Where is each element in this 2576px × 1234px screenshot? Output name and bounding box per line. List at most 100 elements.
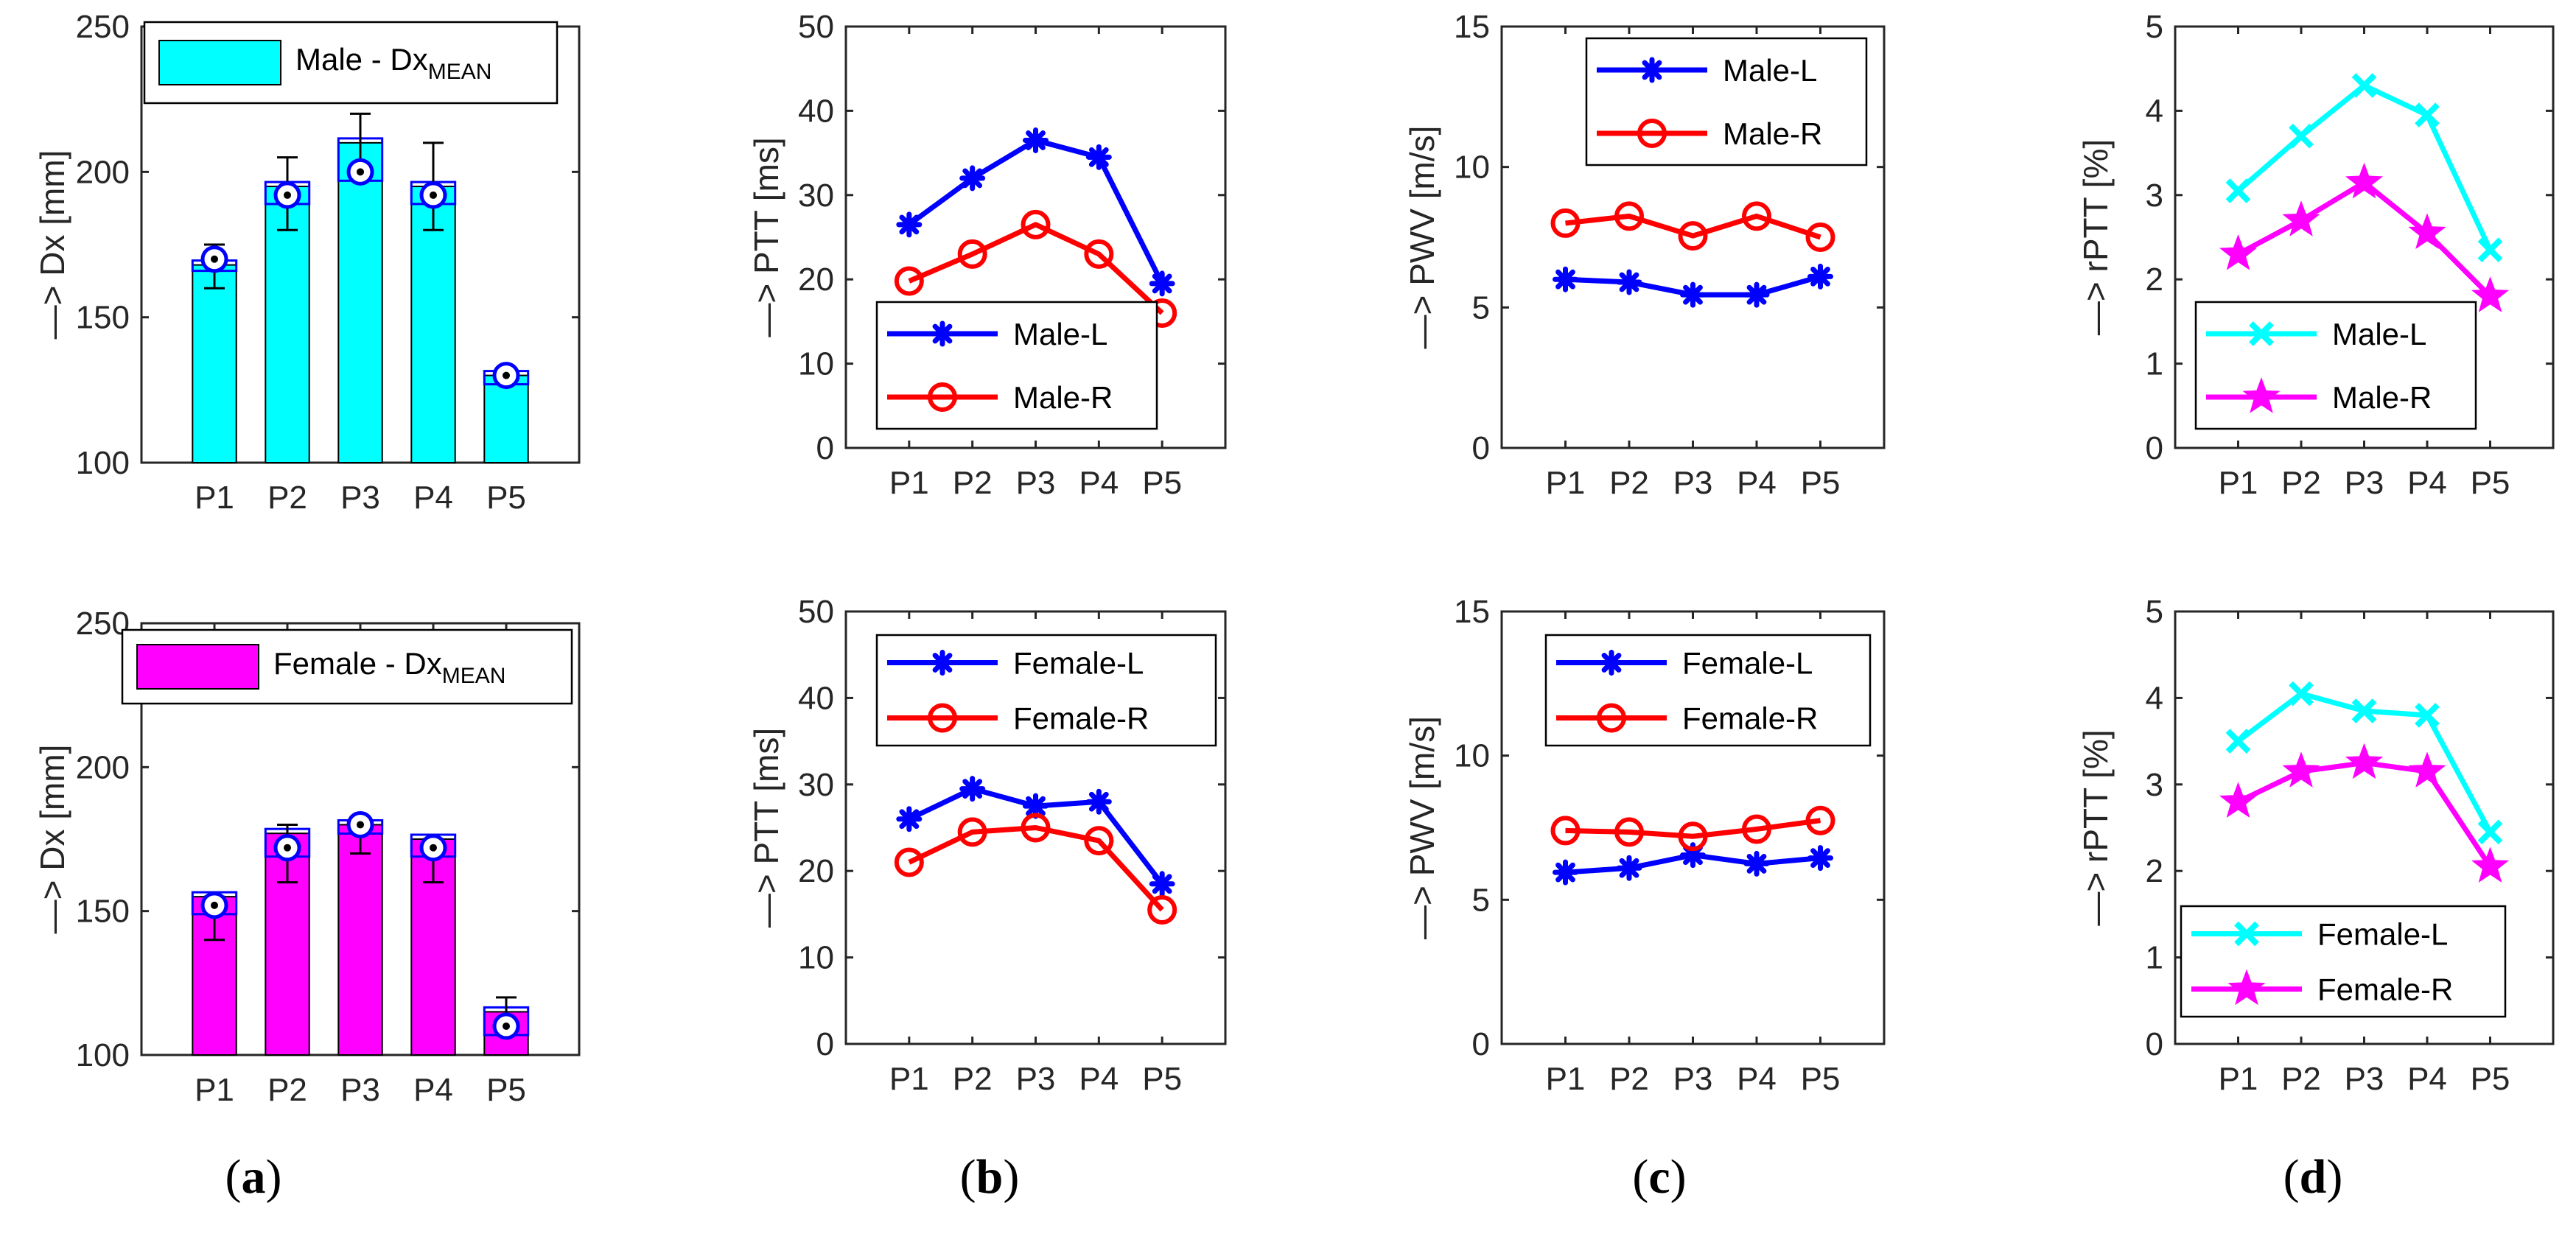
data-point — [1743, 281, 1770, 308]
data-point — [1021, 813, 1051, 843]
data-point — [2351, 73, 2377, 98]
series-line-1 — [908, 825, 1164, 912]
legend-marker — [1637, 119, 1667, 148]
data-point — [1147, 895, 1177, 925]
xtick-label: P2 — [1609, 465, 1649, 501]
data-point — [1085, 144, 1112, 170]
chart-a-bot: 100 150 200 250 P1 P2 P3 P4 P5 —> Dx [mm] Female -… — [33, 606, 581, 1108]
legend-box — [2194, 301, 2477, 430]
data-point — [1742, 814, 1771, 844]
legend-label: Male-L — [1013, 317, 1107, 351]
xtick-label: P3 — [1673, 1061, 1713, 1097]
ytick-label: 15 — [1454, 9, 1490, 45]
ytick-label: 250 — [76, 606, 130, 642]
legend-marker — [2227, 969, 2266, 1006]
data-point — [1614, 817, 1644, 847]
xtick-label: P2 — [267, 480, 307, 516]
data-point — [1149, 871, 1175, 897]
ytick-label: 0 — [1472, 430, 1490, 466]
legend-label: Female-L — [2317, 917, 2448, 952]
xtick-label: P5 — [1142, 465, 1182, 501]
xtick-label: P4 — [2407, 1061, 2447, 1097]
ytick-label: 20 — [798, 853, 834, 889]
data-point — [2219, 782, 2258, 818]
xtick-label: P3 — [2345, 465, 2384, 501]
chart-d-top: 0 1 2 3 4 5 P1 P2 P3 P4 P5 —> rPTT [%] Male-L Male-R — [2076, 9, 2555, 501]
data-point — [1678, 221, 1708, 251]
legend-box — [875, 301, 1158, 430]
ytick-label: 4 — [2146, 680, 2163, 716]
data-point — [1616, 269, 1642, 295]
data-point — [2351, 698, 2377, 723]
ytick-label: 1 — [2146, 940, 2163, 976]
ytick-label: 0 — [2146, 430, 2163, 466]
caption-d: (d) — [2283, 1150, 2343, 1204]
data-point — [1553, 266, 1578, 292]
ytick-label: 10 — [1454, 150, 1490, 186]
ylabel: —> rPTT [%] — [2076, 729, 2115, 925]
data-point — [1743, 850, 1770, 877]
legend-marker — [1597, 703, 1626, 733]
data-point — [1021, 209, 1051, 239]
legend-marker — [1598, 650, 1625, 676]
data-point — [957, 817, 987, 847]
xtick-label: P1 — [889, 1061, 929, 1097]
data-point — [1616, 855, 1642, 881]
data-point — [2345, 162, 2384, 199]
legend-label: Male-R — [1723, 116, 1822, 151]
data-point — [959, 165, 986, 192]
data-point — [894, 266, 924, 296]
caption-a: (a) — [225, 1150, 282, 1204]
data-point — [2471, 846, 2510, 883]
legend-label: Male - DxMEAN — [295, 42, 491, 84]
bar — [192, 264, 237, 463]
mean-marker-dot — [357, 821, 364, 829]
data-point — [2408, 751, 2446, 788]
ytick-label: 30 — [798, 767, 834, 803]
data-point — [1550, 816, 1581, 846]
ytick-label: 5 — [2146, 9, 2163, 45]
xtick-label: P2 — [1609, 1061, 1649, 1097]
mean-marker-dot — [430, 191, 437, 199]
data-point — [2219, 234, 2258, 270]
xtick-label: P3 — [1016, 1061, 1056, 1097]
ytick-label: 100 — [76, 1037, 130, 1073]
data-point — [1680, 281, 1706, 308]
xtick-label: P2 — [2281, 1061, 2321, 1097]
xtick-label: P4 — [413, 480, 453, 516]
legend-label: Male-L — [2332, 317, 2426, 351]
legend-label: Male-L — [1723, 53, 1817, 88]
data-point — [2282, 200, 2320, 236]
mean-marker-dot — [503, 371, 510, 379]
series-line-1 — [1565, 818, 1821, 839]
xtick-label: P1 — [195, 1072, 234, 1108]
data-point — [1084, 239, 1114, 269]
mean-marker-dot — [211, 255, 218, 263]
data-point — [1805, 805, 1835, 835]
ytick-label: 200 — [76, 749, 130, 785]
data-point — [1149, 270, 1175, 297]
xtick-label: P1 — [195, 480, 234, 516]
ytick-label: 1 — [2146, 346, 2163, 382]
data-point — [896, 806, 923, 832]
data-point — [959, 776, 986, 802]
ytick-label: 4 — [2146, 93, 2163, 129]
data-point — [1023, 793, 1049, 819]
xtick-label: P1 — [2219, 1061, 2258, 1097]
ytick-label: 2 — [2146, 262, 2163, 298]
xtick-label: P4 — [1737, 1061, 1777, 1097]
data-point — [2345, 743, 2384, 779]
data-point — [2282, 751, 2320, 788]
data-point — [2289, 123, 2314, 149]
ytick-label: 5 — [1472, 290, 1490, 326]
data-point — [1085, 788, 1112, 815]
caption-b: (b) — [959, 1150, 1020, 1204]
data-point — [896, 211, 923, 238]
xtick-label: P1 — [1546, 1061, 1586, 1097]
ytick-label: 150 — [76, 300, 130, 336]
ytick-label: 40 — [798, 93, 834, 129]
data-point — [2415, 703, 2440, 728]
data-point — [1084, 826, 1114, 856]
xtick-label: P5 — [1801, 1061, 1841, 1097]
